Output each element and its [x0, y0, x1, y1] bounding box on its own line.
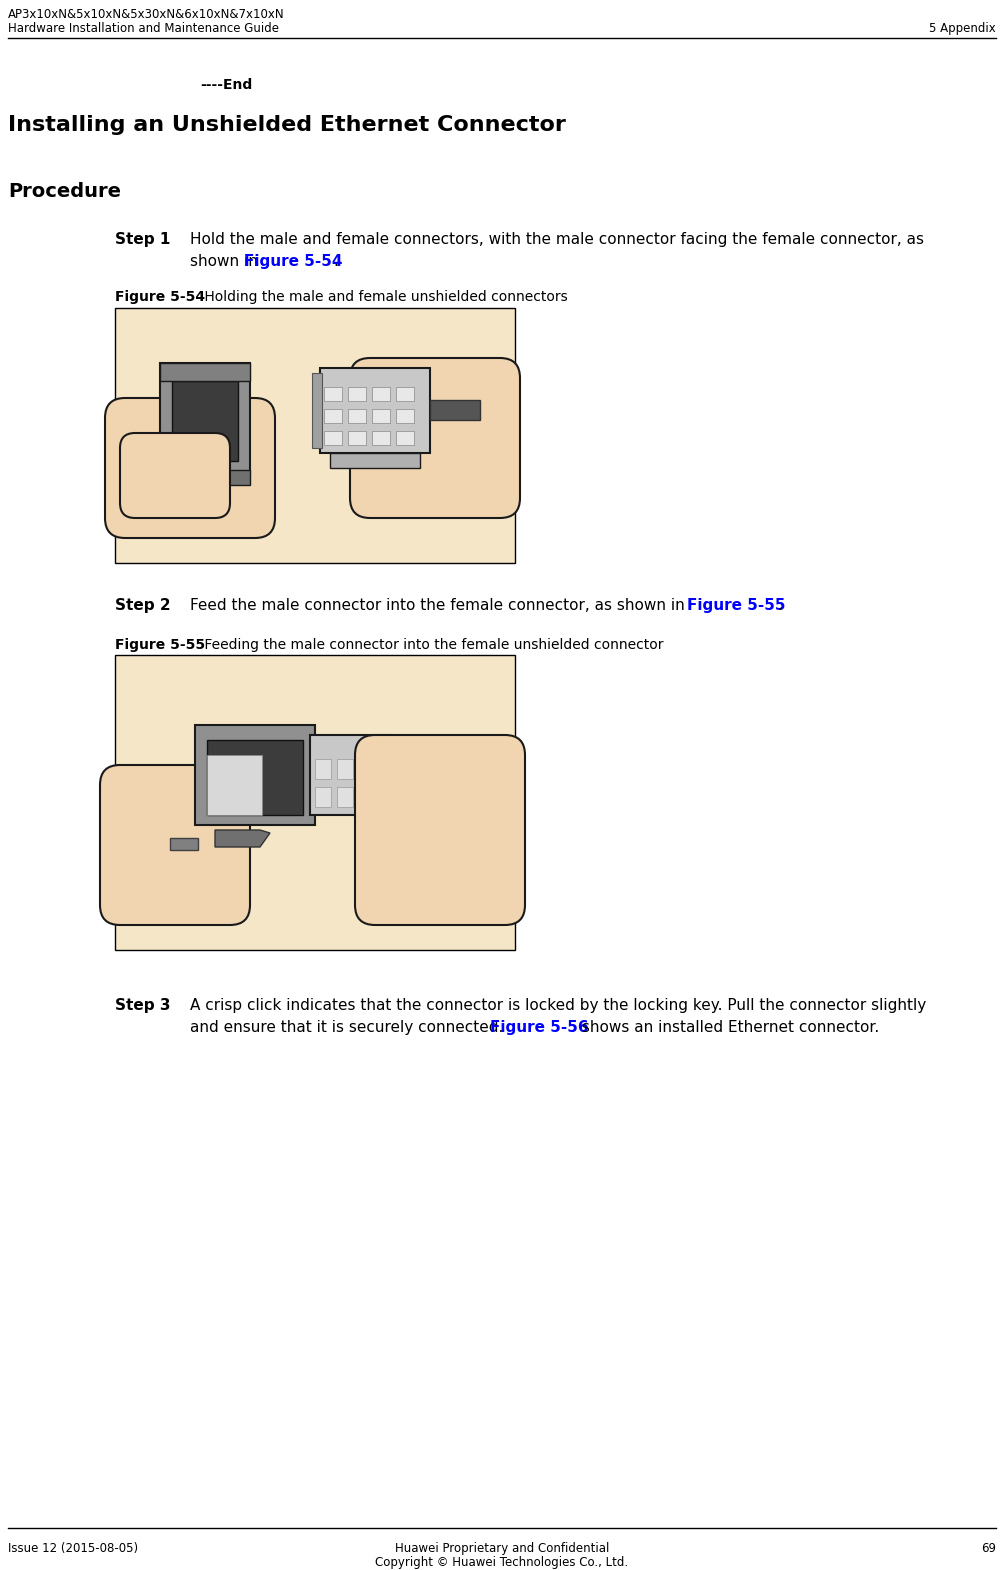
- Text: Huawei Proprietary and Confidential: Huawei Proprietary and Confidential: [394, 1542, 609, 1554]
- Bar: [395, 410, 413, 422]
- Text: 69: 69: [980, 1542, 995, 1554]
- Text: Feeding the male connector into the female unshielded connector: Feeding the male connector into the fema…: [200, 637, 663, 652]
- Text: Installing an Unshielded Ethernet Connector: Installing an Unshielded Ethernet Connec…: [8, 115, 566, 135]
- Bar: [330, 454, 419, 468]
- Text: Issue 12 (2015-08-05): Issue 12 (2015-08-05): [8, 1542, 138, 1554]
- FancyBboxPatch shape: [100, 765, 250, 925]
- Bar: [315, 787, 331, 807]
- Text: shows an installed Ethernet connector.: shows an installed Ethernet connector.: [577, 1020, 879, 1035]
- Text: Figure 5-54: Figure 5-54: [115, 290, 205, 305]
- Text: Figure 5-54: Figure 5-54: [244, 254, 342, 268]
- Text: Feed the male connector into the female connector, as shown in: Feed the male connector into the female …: [190, 598, 689, 612]
- Text: Step 1: Step 1: [115, 232, 171, 246]
- Text: Hardware Installation and Maintenance Guide: Hardware Installation and Maintenance Gu…: [8, 22, 279, 35]
- Text: Copyright © Huawei Technologies Co., Ltd.: Copyright © Huawei Technologies Co., Ltd…: [375, 1556, 628, 1568]
- FancyBboxPatch shape: [120, 433, 230, 518]
- Bar: [172, 382, 238, 462]
- Text: .: .: [776, 598, 781, 612]
- Text: ----End: ----End: [200, 78, 252, 93]
- Bar: [337, 787, 353, 807]
- Text: Step 2: Step 2: [115, 598, 171, 612]
- Bar: [348, 432, 366, 444]
- Bar: [320, 367, 429, 454]
- Text: Figure 5-55: Figure 5-55: [686, 598, 784, 612]
- Bar: [429, 400, 479, 421]
- Text: Holding the male and female unshielded connectors: Holding the male and female unshielded c…: [200, 290, 567, 305]
- Bar: [115, 655, 515, 950]
- Bar: [395, 432, 413, 444]
- Bar: [372, 432, 389, 444]
- Bar: [372, 386, 389, 400]
- Bar: [337, 758, 353, 779]
- Bar: [348, 410, 366, 422]
- Bar: [324, 386, 342, 400]
- Bar: [195, 725, 315, 824]
- Bar: [359, 787, 375, 807]
- Bar: [359, 758, 375, 779]
- Bar: [395, 386, 413, 400]
- FancyBboxPatch shape: [105, 399, 275, 539]
- Text: AP3x10xN&5x10xN&5x30xN&6x10xN&7x10xN: AP3x10xN&5x10xN&5x30xN&6x10xN&7x10xN: [8, 8, 284, 20]
- Bar: [170, 838, 198, 849]
- Bar: [315, 758, 331, 779]
- Text: Procedure: Procedure: [8, 182, 121, 201]
- Bar: [159, 363, 250, 473]
- FancyBboxPatch shape: [355, 735, 525, 925]
- Text: A crisp click indicates that the connector is locked by the locking key. Pull th: A crisp click indicates that the connect…: [190, 999, 926, 1013]
- Polygon shape: [215, 831, 270, 846]
- FancyBboxPatch shape: [350, 358, 520, 518]
- Text: Figure 5-56: Figure 5-56: [489, 1020, 588, 1035]
- Bar: [372, 410, 389, 422]
- Bar: [159, 363, 250, 382]
- Text: Step 3: Step 3: [115, 999, 171, 1013]
- Bar: [310, 735, 389, 815]
- Bar: [348, 386, 366, 400]
- Bar: [324, 410, 342, 422]
- Text: Figure 5-55: Figure 5-55: [115, 637, 205, 652]
- Bar: [115, 308, 515, 564]
- Bar: [159, 469, 250, 485]
- Text: and ensure that it is securely connected.: and ensure that it is securely connected…: [190, 1020, 508, 1035]
- Text: Hold the male and female connectors, with the male connector facing the female c: Hold the male and female connectors, wit…: [190, 232, 923, 246]
- Text: .: .: [333, 254, 338, 268]
- Text: 5 Appendix: 5 Appendix: [929, 22, 995, 35]
- Text: shown in: shown in: [190, 254, 263, 268]
- Bar: [312, 374, 322, 447]
- Bar: [207, 739, 303, 815]
- Bar: [324, 432, 342, 444]
- Bar: [207, 755, 262, 815]
